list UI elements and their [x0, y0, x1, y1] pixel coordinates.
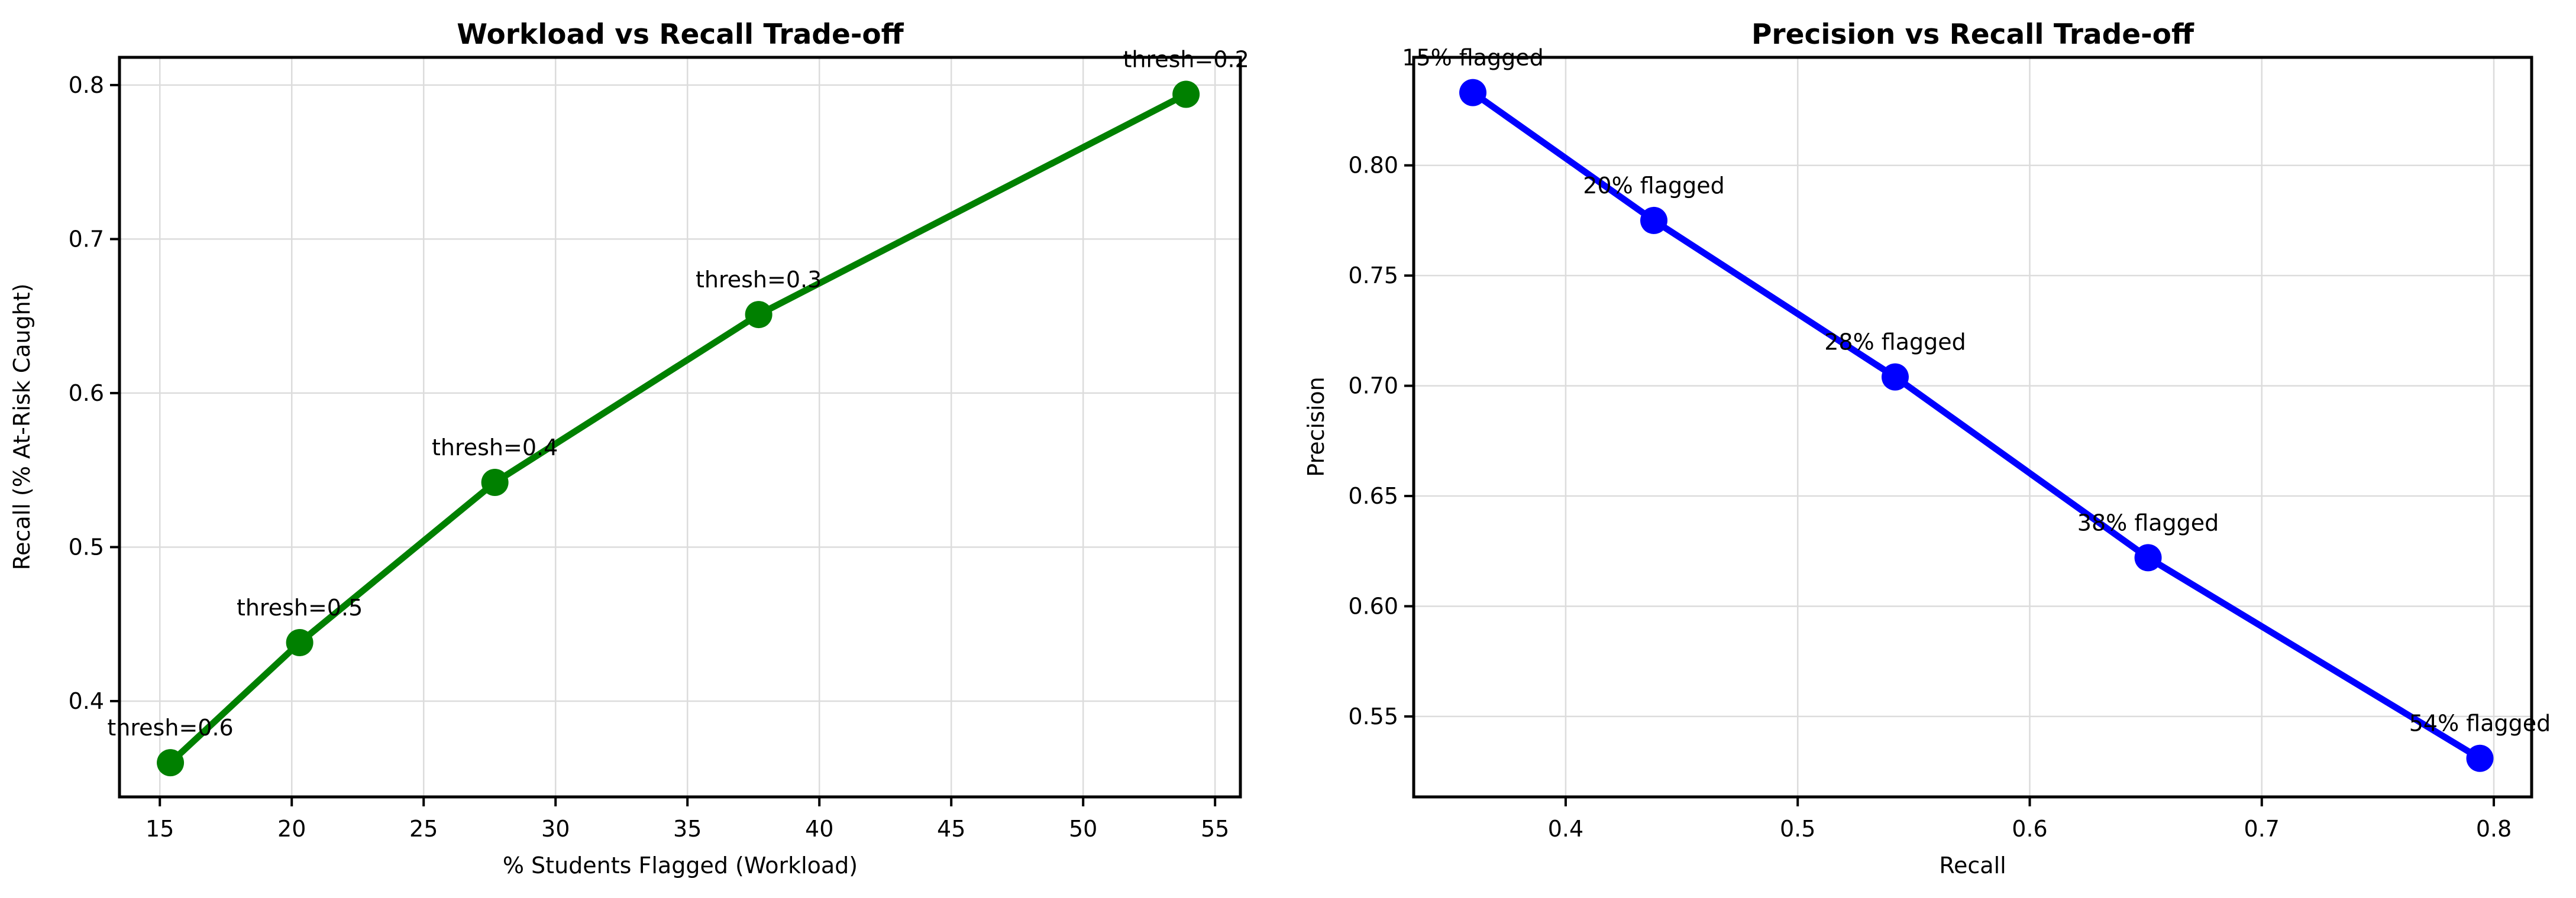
precision-recall-data-point-marker: [2134, 544, 2162, 572]
workload-recall-point-annotation: thresh=0.3: [696, 267, 822, 293]
workload-recall-point-annotation: thresh=0.4: [432, 435, 558, 461]
precision-recall-chart: 0.4 0.5 0.6 0.7 0.8 0.55 0.60 0.65 0.70 0.75 0.80 1…: [1348, 45, 2551, 842]
workload-recall-y-tick-label: 0.8: [69, 72, 104, 98]
precision-recall-x-tick-label: 0.8: [2476, 816, 2512, 842]
workload-recall-x-tick-label: 25: [409, 816, 438, 842]
precision-recall-x-tick-label: 0.4: [1548, 816, 1583, 842]
workload-recall-point-annotation: thresh=0.2: [1123, 47, 1249, 73]
workload-recall-plot-border: [118, 56, 1242, 799]
left-chart-title: Workload vs Recall Trade-off: [457, 18, 904, 51]
workload-recall-y-tick-label: 0.6: [69, 380, 104, 406]
precision-recall-plot-border: [1412, 56, 2533, 799]
precision-recall-y-tick-label: 0.70: [1348, 373, 1398, 399]
precision-recall-x-tick-label: 0.6: [2012, 816, 2047, 842]
right-chart-ylabel: Precision: [1303, 377, 1329, 477]
workload-recall-data-point-marker: [157, 749, 185, 777]
workload-recall-data-point-marker: [286, 628, 313, 656]
precision-recall-point-annotation: 54% flagged: [2409, 711, 2551, 737]
precision-recall-x-tick-label: 0.5: [1780, 816, 1815, 842]
precision-recall-data-point-marker: [1640, 206, 1668, 234]
workload-recall-series-line: [167, 91, 1190, 766]
precision-recall-data-point-marker: [1881, 363, 1909, 391]
precision-recall-point-annotation: 15% flagged: [1402, 45, 1544, 71]
precision-recall-data-point-marker: [2466, 744, 2494, 772]
workload-recall-x-tick-label: 45: [937, 816, 965, 842]
precision-recall-data-point-marker: [1459, 79, 1487, 106]
workload-recall-x-tick-label: 30: [541, 816, 570, 842]
charts-render-root: 15 20 25 30 35 40 45 50 55 0.4 0.5 0.6 0.7 0.8 thresh=…: [69, 45, 2551, 842]
precision-recall-y-tick-label: 0.80: [1348, 153, 1398, 179]
left-chart-xlabel: % Students Flagged (Workload): [503, 852, 858, 878]
precision-recall-point-annotation: 28% flagged: [1824, 329, 1966, 355]
workload-recall-x-tick-label: 20: [277, 816, 306, 842]
precision-recall-point-annotation: 20% flagged: [1583, 173, 1725, 199]
precision-recall-y-tick-label: 0.65: [1348, 483, 1398, 509]
precision-recall-y-tick-label: 0.55: [1348, 704, 1398, 730]
precision-recall-point-annotation: 38% flagged: [2077, 510, 2219, 536]
workload-recall-data-point-marker: [745, 301, 773, 329]
workload-recall-x-tick-label: 50: [1069, 816, 1097, 842]
workload-recall-y-tick-label: 0.5: [69, 534, 104, 560]
precision-recall-y-tick-label: 0.75: [1348, 262, 1398, 288]
workload-recall-x-tick-label: 35: [673, 816, 702, 842]
right-chart-title: Precision vs Recall Trade-off: [1751, 18, 2194, 51]
workload-recall-data-point-marker: [1172, 80, 1200, 108]
workload-recall-x-tick-label: 55: [1201, 816, 1229, 842]
workload-recall-data-point-marker: [481, 469, 509, 497]
precision-recall-x-tick-label: 0.7: [2244, 816, 2280, 842]
workload-recall-point-annotation: thresh=0.6: [107, 715, 233, 741]
right-chart-xlabel: Recall: [1939, 852, 2006, 878]
workload-recall-y-tick-label: 0.7: [69, 226, 104, 252]
precision-recall-y-tick-label: 0.60: [1348, 593, 1398, 619]
workload-recall-y-tick-label: 0.4: [69, 688, 104, 714]
workload-recall-x-tick-label: 40: [805, 816, 833, 842]
left-chart-ylabel: Recall (% At-Risk Caught): [9, 283, 35, 570]
workload-recall-chart: 15 20 25 30 35 40 45 50 55 0.4 0.5 0.6 0.7 0.8 thresh=…: [69, 47, 1249, 842]
workload-recall-x-tick-label: 15: [146, 816, 174, 842]
workload-recall-point-annotation: thresh=0.5: [237, 595, 363, 621]
